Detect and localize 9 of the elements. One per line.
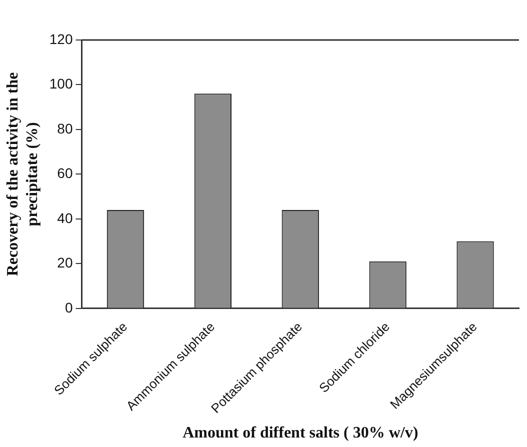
- y-tick-label: 20: [57, 254, 73, 271]
- y-tick-label: 40: [57, 210, 73, 226]
- y-tick-label: 80: [57, 120, 73, 136]
- y-tick-label: 0: [64, 299, 73, 316]
- y-tick-label: 100: [49, 76, 73, 92]
- y-tick-label: 120: [49, 30, 73, 47]
- y-tick-label: 60: [57, 165, 73, 182]
- x-axis-title: Amount of diffent salts ( 30% w/v): [182, 424, 418, 442]
- y-axis-title: Recovery of the activity in the precipitate (%): [4, 72, 41, 276]
